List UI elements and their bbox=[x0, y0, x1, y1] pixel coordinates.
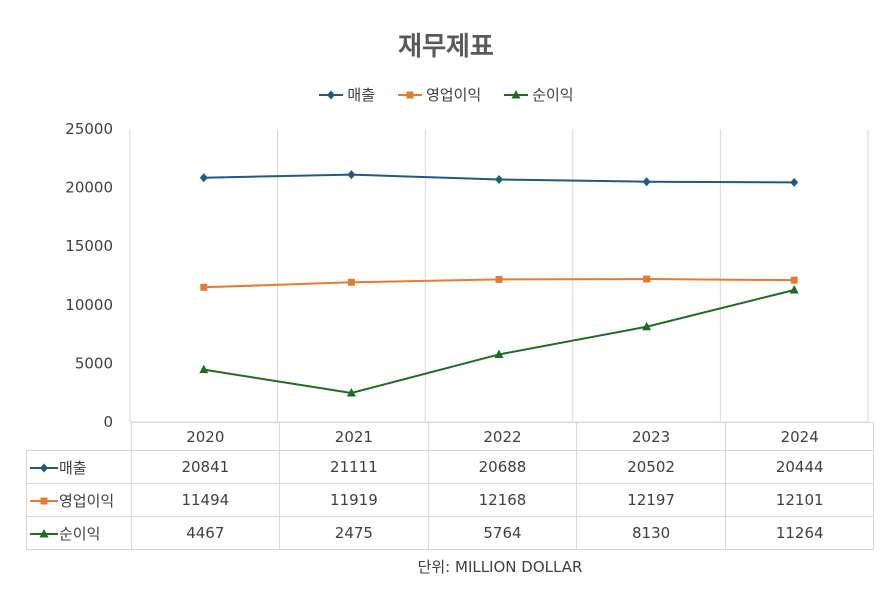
row-label-text: 순이익 bbox=[59, 524, 101, 543]
y-tick-label: 20000 bbox=[65, 179, 113, 197]
data-label: 21111 bbox=[279, 450, 429, 484]
legend-key bbox=[30, 463, 58, 473]
data-label: 20841 bbox=[130, 450, 281, 484]
data-label: 4467 bbox=[130, 516, 281, 550]
x-tick-label: 2023 bbox=[576, 422, 726, 451]
data-label: 2475 bbox=[279, 516, 429, 550]
data-label: 11264 bbox=[724, 516, 875, 550]
legend: 매출 영업이익 순이익 bbox=[0, 84, 892, 105]
data-point bbox=[642, 321, 652, 331]
data-point bbox=[199, 173, 208, 183]
legend-label: 영업이익 bbox=[426, 86, 482, 104]
legend-key-marker bbox=[327, 90, 336, 99]
legend-key-marker bbox=[40, 497, 48, 505]
y-tick-label: 25000 bbox=[65, 120, 113, 138]
data-point bbox=[790, 276, 798, 284]
data-point bbox=[347, 278, 355, 286]
row-label-text: 매출 bbox=[59, 458, 87, 477]
table-header-row: 2020 2021 2022 2023 2024 bbox=[26, 422, 875, 451]
data-point bbox=[642, 177, 651, 187]
table-row: 영업이익 11494 11919 12168 12197 12101 bbox=[26, 483, 875, 517]
y-tick-label: 5000 bbox=[75, 354, 113, 372]
legend-item: 영업이익 bbox=[397, 84, 481, 105]
data-label: 11919 bbox=[279, 483, 429, 517]
data-label: 8130 bbox=[576, 516, 726, 550]
data-point bbox=[495, 275, 503, 283]
data-point bbox=[200, 283, 208, 291]
legend-label: 매출 bbox=[347, 86, 375, 104]
row-label-text: 영업이익 bbox=[59, 491, 115, 510]
table-corner bbox=[26, 422, 132, 451]
data-point bbox=[643, 275, 651, 283]
legend-label: 순이익 bbox=[532, 86, 574, 104]
y-tick-label: 10000 bbox=[65, 296, 113, 314]
y-tick-label: 15000 bbox=[65, 237, 113, 255]
data-label: 11494 bbox=[130, 483, 281, 517]
data-label: 20688 bbox=[427, 450, 578, 484]
legend-key bbox=[398, 91, 422, 98]
row-label: 매출 bbox=[26, 450, 132, 484]
legend-key bbox=[504, 89, 529, 98]
data-label: 12197 bbox=[576, 483, 726, 517]
data-point bbox=[790, 177, 799, 187]
row-label: 영업이익 bbox=[26, 483, 132, 517]
data-label: 12101 bbox=[724, 483, 875, 517]
x-tick-label: 2024 bbox=[724, 422, 875, 451]
legend-item: 순이익 bbox=[503, 84, 574, 105]
row-label: 순이익 bbox=[26, 516, 132, 550]
legend-key-marker bbox=[40, 463, 48, 473]
data-label: 20502 bbox=[576, 450, 726, 484]
x-tick-label: 2021 bbox=[279, 422, 429, 451]
x-tick-label: 2020 bbox=[130, 422, 281, 451]
legend-key bbox=[30, 529, 58, 538]
legend-key-marker bbox=[511, 89, 521, 98]
x-tick-label: 2022 bbox=[427, 422, 578, 451]
data-table: 2020 2021 2022 2023 2024 매출 20841 21111 20688 205… bbox=[26, 422, 875, 550]
data-point bbox=[494, 349, 504, 358]
unit-note: 단위: MILLION DOLLAR bbox=[417, 558, 583, 576]
table-row: 매출 20841 21111 20688 20502 20444 bbox=[26, 450, 875, 484]
y-tick-label: 0 bbox=[103, 413, 113, 431]
legend-key bbox=[30, 497, 58, 505]
legend-item: 매출 bbox=[318, 84, 375, 105]
data-point bbox=[346, 387, 356, 397]
data-label: 20444 bbox=[724, 450, 875, 484]
data-label: 5764 bbox=[427, 516, 578, 550]
table-row: 순이익 4467 2475 5764 8130 11264 bbox=[26, 516, 875, 550]
chart-title: 재무제표 bbox=[398, 32, 494, 62]
legend-key-marker bbox=[406, 91, 414, 98]
data-point bbox=[495, 175, 503, 185]
data-label: 12168 bbox=[427, 483, 578, 517]
legend-key bbox=[319, 90, 344, 99]
data-point bbox=[789, 284, 799, 294]
legend-key-marker bbox=[39, 529, 49, 538]
data-point bbox=[199, 364, 209, 374]
series-line-3 bbox=[203, 289, 795, 395]
data-point bbox=[347, 170, 356, 180]
